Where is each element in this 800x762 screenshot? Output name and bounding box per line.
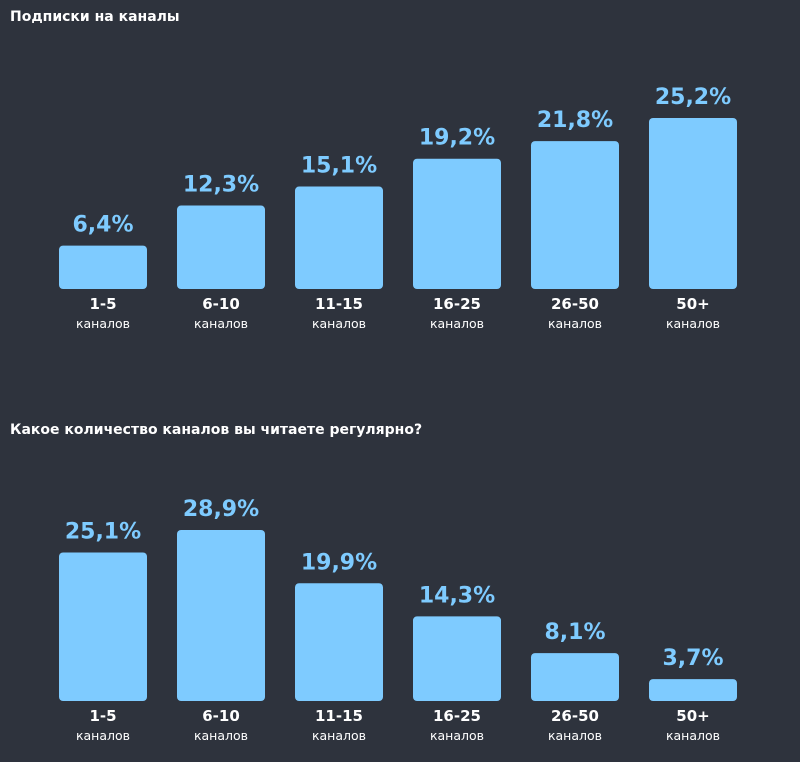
- reading-unit-label-1: каналов: [76, 728, 130, 743]
- subs-bar-3: [295, 186, 383, 289]
- subs-category-label-2: 6-10: [202, 295, 240, 313]
- reading-bar-2: [177, 530, 265, 701]
- reading-unit-label-3: каналов: [312, 728, 366, 743]
- subs-unit-label-4: каналов: [430, 316, 484, 331]
- subs-category-label-5: 26-50: [551, 295, 599, 313]
- subs-unit-label-6: каналов: [666, 316, 720, 331]
- reading-value-label-6: 3,7%: [662, 646, 723, 671]
- subs-unit-label-5: каналов: [548, 316, 602, 331]
- reading-category-label-6: 50+: [676, 707, 709, 725]
- subscriptions-bar-chart: 6,4% 1-5 каналов 12,3% 6-10 каналов 15,1% 11-15…: [59, 85, 737, 331]
- chart-title-regular-reading: Какое количество каналов вы читаете регу…: [10, 422, 423, 438]
- reading-value-label-1: 25,1%: [65, 519, 141, 544]
- reading-category-label-1: 1-5: [89, 707, 116, 725]
- subs-bar-4: [413, 158, 501, 289]
- subs-bar-2: [177, 205, 265, 289]
- subs-value-label-4: 19,2%: [419, 126, 495, 151]
- subs-category-label-3: 11-15: [315, 295, 363, 313]
- reading-category-label-3: 11-15: [315, 707, 363, 725]
- reading-category-label-4: 16-25: [433, 707, 481, 725]
- subs-value-label-3: 15,1%: [301, 154, 377, 179]
- subs-value-label-5: 21,8%: [537, 108, 613, 133]
- subs-bar-5: [531, 141, 619, 289]
- reading-category-label-2: 6-10: [202, 707, 240, 725]
- subs-category-label-1: 1-5: [89, 295, 116, 313]
- subs-value-label-6: 25,2%: [655, 85, 731, 110]
- reading-unit-label-2: каналов: [194, 728, 248, 743]
- subs-unit-label-2: каналов: [194, 316, 248, 331]
- reading-bar-6: [649, 679, 737, 701]
- reading-bar-4: [413, 616, 501, 701]
- subs-value-label-2: 12,3%: [183, 173, 259, 198]
- regular-reading-bar-chart: 25,1% 1-5 каналов 28,9% 6-10 каналов 19,9% 11-1…: [59, 497, 737, 743]
- reading-value-label-2: 28,9%: [183, 497, 259, 522]
- reading-bar-3: [295, 583, 383, 701]
- reading-value-label-3: 19,9%: [301, 550, 377, 575]
- subs-bar-6: [649, 118, 737, 289]
- subs-unit-label-1: каналов: [76, 316, 130, 331]
- reading-category-label-5: 26-50: [551, 707, 599, 725]
- reading-bar-1: [59, 552, 147, 701]
- reading-value-label-4: 14,3%: [419, 583, 495, 608]
- subs-unit-label-3: каналов: [312, 316, 366, 331]
- subs-value-label-1: 6,4%: [72, 213, 133, 238]
- reading-unit-label-4: каналов: [430, 728, 484, 743]
- subs-category-label-4: 16-25: [433, 295, 481, 313]
- chart-title-subscriptions: Подписки на каналы: [10, 9, 180, 25]
- subs-bar-1: [59, 245, 147, 289]
- reading-value-label-5: 8,1%: [544, 620, 605, 645]
- subs-category-label-6: 50+: [676, 295, 709, 313]
- reading-bar-5: [531, 653, 619, 701]
- reading-unit-label-6: каналов: [666, 728, 720, 743]
- reading-unit-label-5: каналов: [548, 728, 602, 743]
